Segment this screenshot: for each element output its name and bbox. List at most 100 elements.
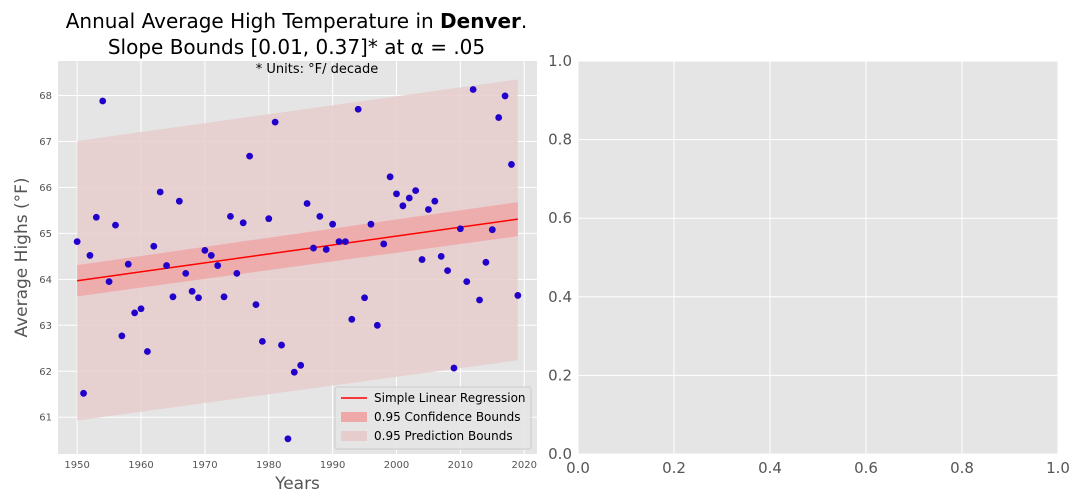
- data-point: [182, 269, 190, 277]
- data-point: [112, 221, 119, 229]
- data-point: [150, 242, 158, 250]
- data-point: [175, 197, 183, 205]
- data-point: [380, 240, 388, 248]
- y-tick-label: 64: [39, 275, 52, 286]
- data-point: [354, 105, 362, 113]
- data-point: [405, 194, 413, 202]
- data-point: [86, 252, 94, 259]
- data-point: [431, 197, 439, 205]
- legend-patch-swatch: [341, 412, 367, 422]
- legend-box: [334, 386, 532, 450]
- data-point: [239, 219, 247, 227]
- data-point: [437, 252, 445, 260]
- y-tick-label: 68: [39, 91, 52, 102]
- units-annotation: * Units: °F/ decade: [256, 62, 378, 77]
- data-point: [278, 341, 285, 349]
- x-tick-label: 1960: [128, 460, 153, 471]
- data-point: [271, 118, 279, 126]
- data-point: [297, 361, 305, 369]
- right-x-tick-labels: 0.0 0.2 0.4 0.6 0.8 1.0: [566, 459, 1070, 477]
- x-axis-label: Years: [274, 474, 320, 494]
- data-point: [188, 287, 196, 295]
- data-point: [195, 294, 202, 302]
- data-point: [393, 190, 400, 198]
- data-point: [495, 114, 503, 121]
- data-point: [258, 337, 266, 345]
- data-point: [220, 293, 228, 301]
- x-tick-label: 2010: [448, 460, 473, 471]
- data-point: [246, 152, 254, 160]
- data-point: [201, 246, 209, 254]
- data-point: [348, 315, 356, 323]
- data-point: [163, 262, 170, 269]
- legend-label: 0.95 Prediction Bounds: [374, 429, 513, 443]
- x-tick-label: 2000: [384, 460, 409, 471]
- y-axis-label: Average Highs (°F): [12, 177, 32, 337]
- x-tick-label: 1970: [192, 460, 217, 471]
- data-point: [118, 332, 126, 340]
- data-point: [124, 260, 132, 268]
- data-point: [342, 238, 349, 246]
- right-y-tick-labels: 0.0 0.2 0.4 0.6 0.8 1.0: [548, 52, 572, 463]
- data-point: [482, 258, 490, 266]
- y-tick-label: 0.0: [548, 445, 572, 463]
- chart-title-line2: Slope Bounds [0.01, 0.37]* at α = .05: [108, 35, 485, 59]
- data-point: [80, 389, 87, 397]
- data-point: [322, 246, 330, 253]
- data-point: [303, 200, 311, 207]
- data-point: [207, 252, 215, 259]
- data-point: [284, 435, 292, 443]
- data-point: [131, 309, 139, 317]
- data-point: [514, 292, 522, 299]
- title-city: Denver: [440, 9, 521, 33]
- x-tick-label: 1.0: [1046, 459, 1070, 477]
- regression-chart: 1950 1960 1970 1980 1990 2000 2010 2020 6162636…: [12, 9, 537, 494]
- legend-label: 0.95 Confidence Bounds: [374, 410, 520, 424]
- y-tick-label: 67: [39, 137, 52, 148]
- data-point: [316, 212, 324, 220]
- y-tick-label: 0.6: [548, 209, 572, 227]
- x-tick-label: 1950: [64, 460, 89, 471]
- title-suffix: .: [521, 9, 527, 33]
- data-point: [386, 173, 394, 181]
- data-point: [450, 364, 458, 372]
- data-point: [476, 296, 483, 304]
- data-point: [335, 238, 343, 246]
- data-point: [92, 213, 100, 221]
- right-plot-area: [578, 61, 1058, 454]
- chart-title-line1: Annual Average High Temperature in Denve…: [66, 9, 528, 33]
- y-tick-label: 0.2: [548, 366, 572, 384]
- y-tick-label: 63: [39, 321, 52, 332]
- x-tick-label: 0.2: [662, 459, 686, 477]
- data-point: [508, 161, 515, 168]
- data-point: [99, 97, 107, 105]
- legend: Simple Linear Regression 0.95 Confidence …: [334, 386, 532, 450]
- data-point: [265, 215, 273, 223]
- regression-line: [77, 218, 518, 282]
- left-y-tick-labels: 61 62 63 64 65 66 67 68: [39, 91, 52, 424]
- data-point: [329, 220, 337, 228]
- x-tick-label: 0.4: [758, 459, 782, 477]
- data-point: [418, 256, 426, 263]
- data-point: [367, 220, 375, 228]
- y-tick-label: 62: [39, 367, 52, 378]
- y-tick-label: 0.4: [548, 288, 572, 306]
- data-point: [105, 278, 113, 286]
- data-point: [444, 267, 451, 274]
- data-point: [469, 86, 477, 93]
- data-point: [233, 269, 241, 277]
- x-tick-label: 0.0: [566, 459, 590, 477]
- data-point: [463, 278, 471, 286]
- data-point: [373, 321, 381, 329]
- data-point: [214, 262, 222, 269]
- y-tick-label: 61: [39, 413, 52, 424]
- data-point: [169, 293, 177, 301]
- y-tick-label: 65: [39, 229, 52, 240]
- data-point: [252, 301, 260, 309]
- x-tick-label: 1990: [320, 460, 345, 471]
- y-tick-label: 66: [39, 183, 52, 194]
- y-tick-label: 0.8: [548, 131, 572, 149]
- data-point: [137, 305, 145, 313]
- data-point: [425, 206, 432, 213]
